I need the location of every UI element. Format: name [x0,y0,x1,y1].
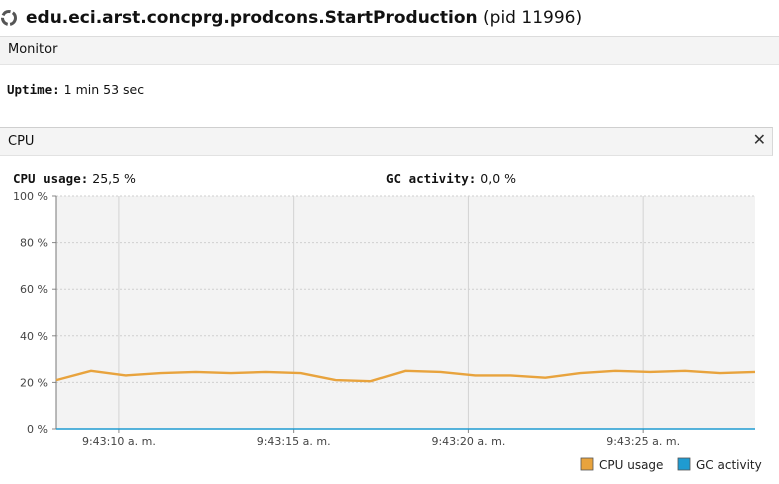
tab-monitor[interactable]: Monitor [0,36,779,65]
cpu-panel-header: CPU ✕ [0,127,773,156]
y-tick-label: 20 % [20,376,48,389]
cpu-usage-label: CPU usage: [13,171,89,186]
title-bar: edu.eci.arst.concprg.prodcons.StartProdu… [0,0,779,36]
legend-swatch-gc [677,457,691,471]
x-tick-label: 9:43:20 a. m. [431,435,505,448]
cpu-panel: CPU ✕ CPU usage: 25,5 % GC activity: 0,0… [0,127,779,484]
process-pid: (pid 11996) [483,8,583,28]
y-tick-label: 0 % [27,423,48,436]
cpu-usage-series [55,369,756,383]
gc-activity-value: 0,0 % [480,171,517,186]
cpu-panel-title: CPU [8,134,35,149]
uptime-label: Uptime: [7,82,60,97]
process-title: edu.eci.arst.concprg.prodcons.StartProdu… [26,8,582,28]
gc-activity-stat: GC activity: 0,0 % [386,171,516,186]
y-tick-label: 60 % [20,283,48,296]
x-tick-label: 9:43:25 a. m. [606,435,680,448]
legend-label-cpu: CPU usage [599,458,663,472]
gc-activity-label: GC activity: [386,171,477,186]
y-tick-label: 100 % [13,190,48,203]
process-name: edu.eci.arst.concprg.prodcons.StartProdu… [26,8,478,28]
cpu-usage-stat: CPU usage: 25,5 % [13,171,136,186]
y-tick-label: 40 % [20,330,48,343]
x-tick-label: 9:43:10 a. m. [82,435,156,448]
y-tick-label: 80 % [20,237,48,250]
process-icon [1,10,17,26]
uptime-value: 1 min 53 sec [63,82,145,97]
cpu-usage-value: 25,5 % [92,171,136,186]
legend-label-gc: GC activity [696,458,762,472]
plot-area [56,196,755,429]
x-tick-label: 9:43:15 a. m. [257,435,331,448]
uptime-row: Uptime: 1 min 53 sec [7,82,144,97]
tab-monitor-label: Monitor [8,42,58,57]
close-icon[interactable]: ✕ [752,130,766,149]
legend-swatch-cpu [580,457,594,471]
